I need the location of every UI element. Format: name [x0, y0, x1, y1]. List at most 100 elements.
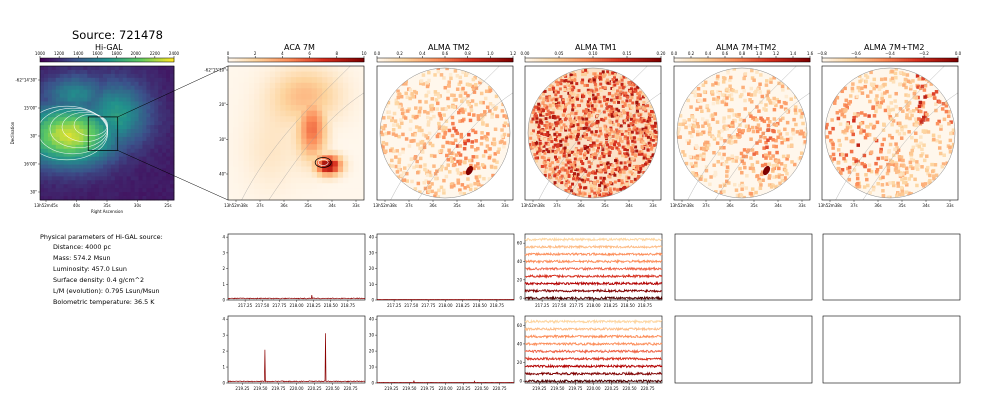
- higal-pixel: [91, 196, 96, 201]
- aca7m-pixel: [337, 188, 344, 195]
- tm2-pixel: [451, 121, 455, 126]
- higal-y-tick-label: 15'00": [24, 106, 37, 111]
- aca7m-pixel: [228, 82, 234, 89]
- higal-pixel: [59, 129, 65, 134]
- tm2-pixel: [427, 78, 431, 83]
- higal-pixel: [75, 73, 80, 79]
- aca7m-pixel: [275, 149, 281, 156]
- c7tm2a-pixel: [749, 100, 754, 104]
- aca7m-pixel: [269, 166, 276, 173]
- higal-pixel: [110, 176, 116, 181]
- tm1-pixel: [589, 114, 593, 118]
- higal-pixel: [170, 73, 175, 79]
- tm1-pixel: [634, 145, 638, 149]
- tm1-pixel: [541, 112, 545, 116]
- tm1-pixel: [569, 169, 573, 173]
- tm2-pixel: [482, 112, 487, 117]
- tm1-pixel: [553, 155, 557, 159]
- higal-pixel: [110, 164, 116, 169]
- tm2-pixel: [401, 178, 405, 183]
- tm1-pixel: [556, 148, 560, 152]
- higal-pixel: [55, 140, 61, 146]
- higal-pixel: [47, 156, 53, 161]
- higal-pixel: [91, 129, 96, 134]
- tm1-pixel: [628, 104, 632, 108]
- higal-pixel: [158, 188, 163, 193]
- tm2-pixel: [387, 131, 391, 135]
- tm1-pixel: [532, 108, 536, 112]
- c7tm2a-pixel: [695, 122, 700, 126]
- aca7m-pixel: [228, 183, 234, 190]
- tm1-pixel: [597, 134, 601, 138]
- tm1-colorbar-cell: [627, 58, 630, 62]
- tm1-pixel: [613, 73, 617, 77]
- tm2-pixel: [481, 154, 486, 158]
- aca7m-pixel: [290, 88, 297, 95]
- tm2-pixel: [443, 131, 448, 135]
- aca7m-pixel: [358, 133, 365, 139]
- higal-pixel: [43, 176, 49, 181]
- tm1-pixel: [571, 96, 575, 100]
- c7tm2b-pixel: [875, 171, 879, 176]
- aca7m-colorbar-cell: [286, 58, 290, 62]
- tm1-pb-edge: [527, 67, 659, 199]
- higal-colorbar-cell: [151, 58, 155, 62]
- aca7m-pixel: [285, 66, 292, 72]
- tm2-x-tick-label: 33s: [501, 203, 508, 208]
- higal-pixel: [83, 164, 88, 169]
- tm1-pixel: [602, 110, 606, 114]
- higal-pixel: [47, 77, 53, 83]
- tm1-pixel: [583, 132, 587, 136]
- higal-pixel: [154, 85, 159, 91]
- tm1-pixel: [567, 189, 571, 193]
- aca7m-colorbar-cell: [264, 58, 267, 62]
- tm2-pixel: [416, 181, 421, 186]
- tm2-colorbar-cell: [435, 58, 439, 62]
- tm1-colorbar-cell: [536, 58, 539, 62]
- c7tm2a-pixel: [771, 163, 776, 168]
- tm1-pixel: [610, 129, 614, 133]
- aca7m-colorbar-cell: [336, 58, 340, 62]
- tm2-pixel: [465, 71, 470, 75]
- higal-pixel: [166, 97, 171, 102]
- higal-pixel: [63, 164, 68, 169]
- tm2-pixel: [483, 149, 488, 154]
- higal-pixel: [154, 125, 159, 130]
- higal-pixel: [146, 121, 151, 126]
- tm1-pixel: [552, 90, 556, 94]
- aca7m-pixel: [322, 121, 328, 128]
- aca7m-pixel: [238, 166, 245, 173]
- tm1-x-tick-label: 36s: [577, 203, 584, 208]
- higal-pixel: [162, 125, 167, 130]
- aca7m-pixel: [343, 82, 349, 89]
- tm2-pixel: [497, 147, 501, 151]
- tm2-pixel: [467, 112, 472, 116]
- higal-pixel: [130, 160, 135, 165]
- tm1-pixel: [576, 168, 580, 172]
- tm1-pixel: [586, 126, 590, 130]
- higal-pixel: [79, 97, 84, 102]
- aca7m-pixel: [238, 121, 245, 128]
- c7tm2a-pixel: [781, 116, 785, 121]
- higal-pixel: [87, 180, 92, 185]
- tm1-pixel: [619, 76, 623, 80]
- tm1-pixel: [557, 105, 561, 109]
- tm1-pixel: [575, 82, 579, 86]
- higal-pixel: [110, 97, 116, 102]
- tm1-pixel: [626, 116, 630, 120]
- c7tm2a-colorbar-cell: [674, 58, 677, 62]
- tm1-pixel: [571, 150, 575, 154]
- higal-pixel: [55, 152, 61, 158]
- tm1-pixel: [559, 150, 563, 154]
- higal-pixel: [122, 140, 128, 146]
- tm1-pixel: [585, 110, 589, 114]
- higal-pixel: [83, 121, 88, 126]
- tm2-pixel: [491, 103, 495, 108]
- aca7m-pixel: [280, 138, 286, 145]
- tm1-pixel: [593, 97, 597, 101]
- tm2-pixel: [458, 153, 463, 157]
- aca7m-pixel: [301, 71, 307, 78]
- c7tm2b-pixel: [896, 181, 900, 186]
- c7tm2a-colorbar-cell: [687, 58, 691, 62]
- aca7m-pixel: [254, 172, 260, 179]
